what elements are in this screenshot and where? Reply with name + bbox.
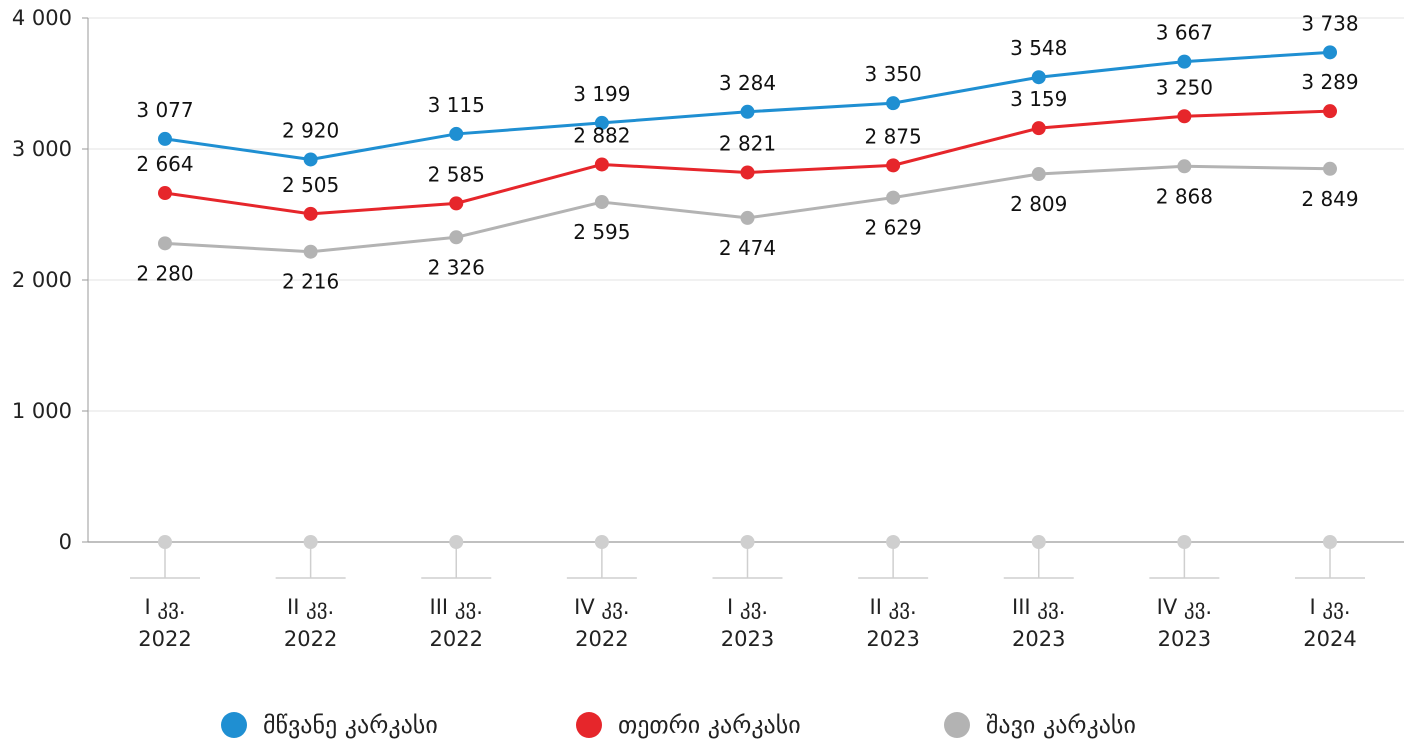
data-point: [303, 206, 318, 221]
x-tick-label-year: 2022: [138, 627, 191, 651]
legend-marker: [944, 712, 970, 738]
data-point: [1031, 121, 1046, 136]
data-point: [1323, 161, 1337, 176]
baseline-marker: [1323, 535, 1337, 549]
y-tick-label: 4 000: [12, 6, 72, 30]
data-point: [1031, 167, 1046, 182]
data-point: [594, 115, 609, 130]
data-label: 2 595: [573, 220, 630, 244]
axis-layer: 0 1 000 2 000 3 000 4 000 I კვ. 2022 II კვ. 2022…: [12, 6, 1404, 651]
data-point: [1031, 70, 1046, 85]
y-tick-label: 3 000: [12, 137, 72, 161]
data-label: 2 849: [1301, 187, 1358, 211]
legend-label: შავი კარკასი: [986, 711, 1136, 739]
x-tick-label-year: 2022: [430, 627, 483, 651]
data-label: 3 159: [1010, 87, 1067, 111]
data-label: 3 250: [1156, 75, 1213, 99]
x-tick-label-quarter: IV კვ.: [1157, 595, 1212, 619]
legend-label: თეთრი კარკასი: [618, 711, 801, 739]
data-point: [449, 196, 464, 211]
baseline-marker: [158, 535, 172, 549]
x-tick-label-quarter: II კვ.: [287, 595, 334, 619]
x-tick-label-quarter: III კვ.: [1012, 595, 1065, 619]
x-tick-label-quarter: IV კვ.: [574, 595, 629, 619]
data-label: 3 284: [719, 71, 776, 95]
data-label: 3 289: [1301, 70, 1358, 94]
baseline-marker: [449, 535, 464, 549]
baseline-marker: [740, 535, 755, 549]
data-point: [1323, 45, 1337, 60]
baseline-marker: [594, 535, 609, 549]
data-point: [449, 230, 464, 245]
data-point: [886, 96, 901, 111]
y-tick-label: 1 000: [12, 399, 72, 423]
data-point: [1177, 109, 1192, 124]
data-label: 2 920: [282, 118, 339, 142]
data-label: 2 664: [136, 152, 193, 176]
data-point: [158, 131, 172, 146]
legend-marker: [221, 712, 247, 738]
data-point: [594, 157, 609, 172]
data-label: 3 199: [573, 82, 630, 106]
data-point: [740, 104, 755, 119]
x-tick-label-year: 2022: [284, 627, 337, 651]
baseline-marker: [1031, 535, 1046, 549]
data-label: 3 077: [136, 98, 193, 122]
x-tick-label-year: 2023: [1012, 627, 1065, 651]
data-point: [1323, 104, 1337, 119]
data-label: 2 585: [428, 162, 485, 186]
data-point: [303, 244, 318, 259]
y-tick-label: 2 000: [12, 268, 72, 292]
legend-label: მწვანე კარკასი: [263, 711, 438, 739]
x-tick-label-year: 2023: [721, 627, 774, 651]
x-tick-label-quarter: I კვ.: [1309, 595, 1350, 619]
data-label: 2 868: [1156, 184, 1213, 208]
x-tick-label-year: 2023: [866, 627, 919, 651]
x-tick-label-year: 2022: [575, 627, 628, 651]
data-point: [886, 158, 901, 173]
data-label: 2 629: [864, 216, 921, 240]
data-point: [740, 165, 755, 180]
baseline-marker: [886, 535, 901, 549]
data-label: 2 821: [719, 131, 776, 155]
data-label: 3 667: [1156, 21, 1213, 45]
x-tick-label-quarter: II კვ.: [870, 595, 917, 619]
data-label: 2 505: [282, 173, 339, 197]
series-layer: [158, 45, 1337, 259]
legend-marker: [576, 712, 602, 738]
data-label: 2 216: [282, 270, 339, 294]
data-label: 3 548: [1010, 36, 1067, 60]
data-point: [158, 186, 172, 201]
data-point: [886, 190, 901, 205]
data-point: [740, 210, 755, 225]
data-point: [158, 236, 172, 251]
grid-layer: [88, 17, 1404, 412]
x-tick-label-quarter: I კვ.: [144, 595, 185, 619]
x-tick-label-year: 2024: [1303, 627, 1356, 651]
data-label-layer: 2 280 2 216 2 326 2 595 2 474 2 629 2 809 2 868…: [136, 11, 1358, 293]
baseline-marker: [1177, 535, 1192, 549]
data-point: [303, 152, 318, 167]
baseline-marker: [303, 535, 318, 549]
data-label: 2 875: [864, 124, 921, 148]
x-tick-label-quarter: III კვ.: [430, 595, 483, 619]
data-label: 2 280: [136, 261, 193, 285]
data-label: 3 350: [864, 62, 921, 86]
data-label: 3 738: [1301, 11, 1358, 35]
data-label: 2 882: [573, 123, 630, 147]
x-tick-label-year: 2023: [1158, 627, 1211, 651]
data-point: [1177, 159, 1192, 174]
data-label: 2 326: [428, 255, 485, 279]
data-point: [594, 195, 609, 210]
x-tick-label-quarter: I კვ.: [727, 595, 768, 619]
data-point: [449, 126, 464, 141]
y-tick-label: 0: [59, 530, 72, 554]
data-point: [1177, 54, 1192, 69]
data-label: 2 474: [719, 236, 776, 260]
data-label: 2 809: [1010, 192, 1067, 216]
data-label: 3 115: [428, 93, 485, 117]
legend: მწვანე კარკასი თეთრი კარკასი შავი კარკასი: [221, 711, 1136, 739]
